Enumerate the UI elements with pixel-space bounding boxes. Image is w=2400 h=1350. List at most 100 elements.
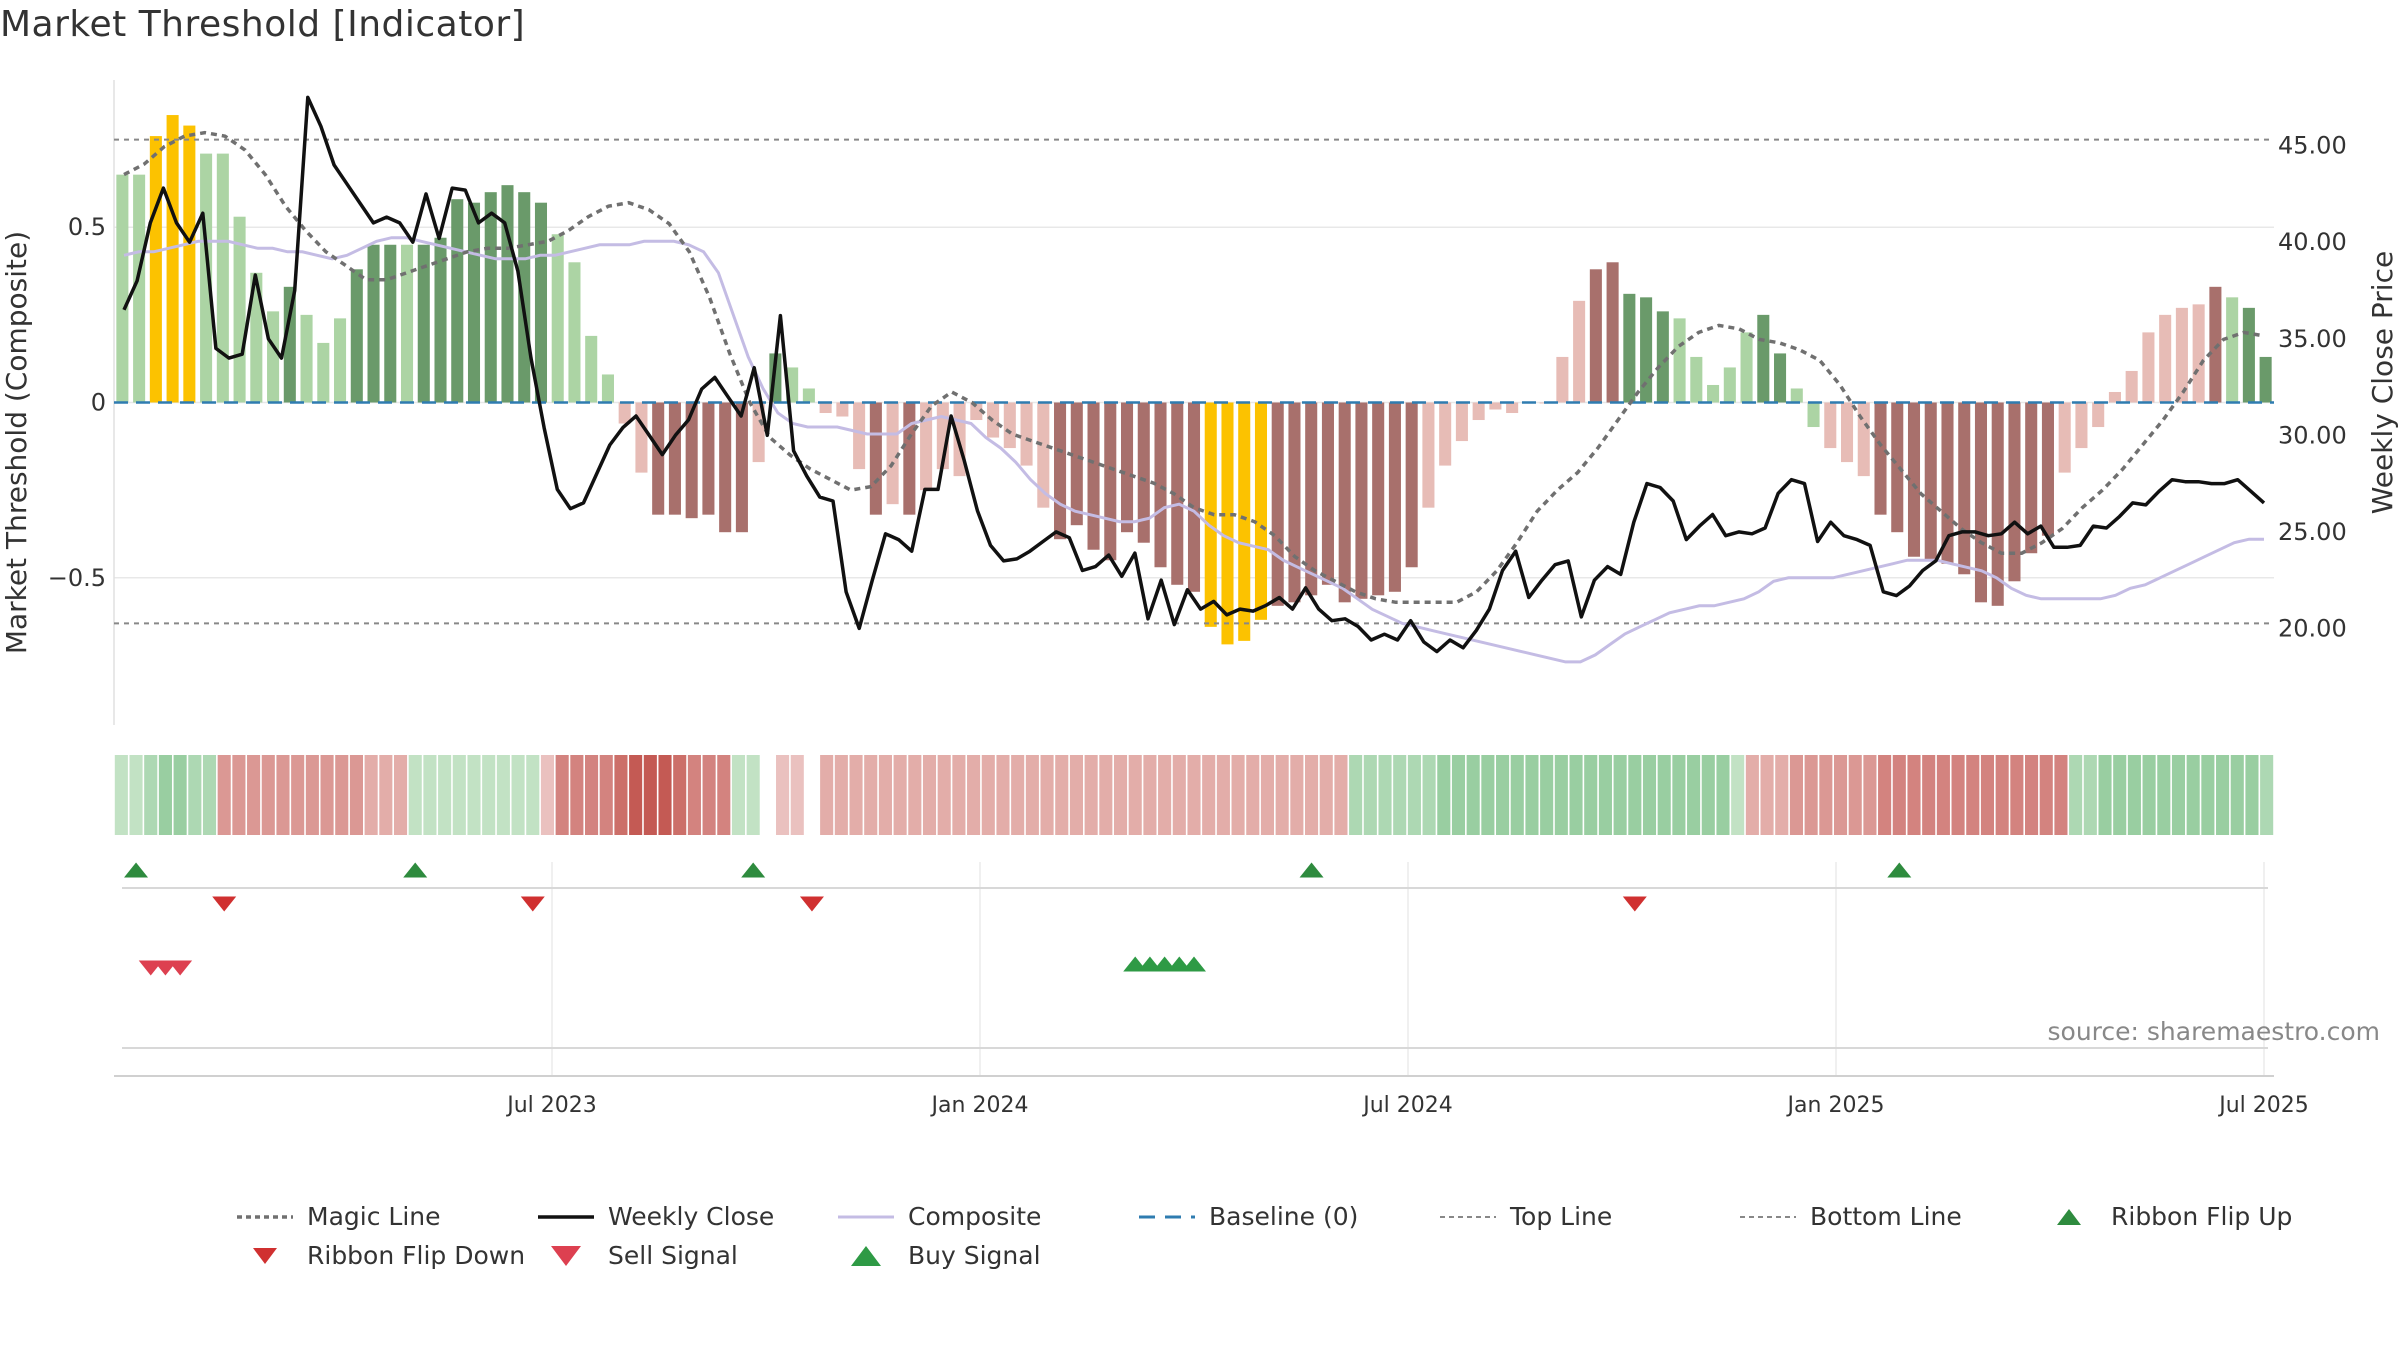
composite-bar (1305, 402, 1318, 596)
ribbon-cell (1025, 755, 1039, 835)
ribbon-cell (1216, 755, 1230, 835)
ribbon-cell (776, 755, 790, 835)
ribbon-cell (952, 755, 966, 835)
ribbon-cell (114, 755, 128, 835)
composite-bar (601, 374, 614, 403)
ribbon-cell (2142, 755, 2156, 835)
ribbon-cell (746, 755, 760, 835)
ribbon-flip-down-marker (799, 896, 824, 912)
legend-label: Ribbon Flip Down (307, 1241, 525, 1270)
ribbon-cell (540, 755, 555, 835)
composite-bar (384, 244, 397, 403)
composite-bar (551, 234, 564, 403)
ribbon-cell (658, 755, 672, 835)
composite-bar (819, 402, 832, 414)
composite-bar (903, 402, 916, 515)
composite-bar (518, 192, 531, 403)
ribbon-cell (291, 755, 305, 835)
ribbon-cell (1554, 755, 1568, 835)
composite-bar (1907, 402, 1921, 557)
ribbon-cell (1143, 755, 1157, 835)
ribbon-cell (129, 755, 143, 835)
ribbon-cell (1437, 755, 1451, 835)
x-tick-label: Jul 2025 (2217, 1093, 2309, 1118)
ribbon-cell (1878, 755, 1892, 835)
ribbon-cell (687, 755, 701, 835)
ribbon-cell (232, 755, 246, 835)
composite-bar (133, 174, 146, 403)
y2-tick-label: 25.00 (2278, 518, 2347, 546)
legend-swatch (253, 1248, 277, 1264)
legend-swatch (2057, 1209, 2081, 1225)
ribbon-cell (1672, 755, 1686, 835)
ribbon-cell (717, 755, 731, 835)
composite-bar (1221, 402, 1234, 645)
composite-bar (1238, 402, 1251, 641)
ribbon-cell (408, 755, 422, 835)
ribbon-cell (2098, 755, 2112, 835)
composite-bar (970, 402, 983, 421)
ribbon-cell (731, 755, 746, 835)
composite-bar (1891, 402, 1904, 533)
ribbon-cell (820, 755, 834, 835)
ribbon-cell (1657, 755, 1671, 835)
composite-bar (1941, 402, 1954, 564)
ribbon-cell (305, 755, 319, 835)
composite-bar (116, 174, 129, 403)
y2-tick-label: 40.00 (2278, 228, 2347, 256)
ribbon-cell (1069, 755, 1083, 835)
composite-bar (1623, 293, 1636, 403)
composite-bar (1087, 402, 1100, 550)
ribbon-cell (1172, 755, 1186, 835)
legend-label: Baseline (0) (1209, 1202, 1358, 1231)
composite-line (123, 236, 2264, 664)
ribbon-cell (937, 755, 951, 835)
ribbon-cell (320, 755, 334, 835)
y2-axis-title: Weekly Close Price (2366, 251, 2399, 514)
ribbon-cell (790, 755, 804, 835)
ribbon-cell (144, 755, 158, 835)
ribbon-cell (2245, 755, 2259, 835)
composite-bar (2108, 391, 2121, 403)
ribbon-cell (2171, 755, 2186, 835)
legend-label: Bottom Line (1810, 1202, 1962, 1231)
composite-bar (1991, 402, 2004, 606)
composite-bar (735, 402, 748, 533)
ribbon-cell (614, 755, 628, 835)
ribbon-cell (1525, 755, 1539, 835)
composite-bar (1589, 269, 1602, 403)
ribbon-cell (1055, 755, 1069, 835)
ribbon-cell (1833, 755, 1848, 835)
ribbon-cell (673, 755, 687, 835)
ribbon-cell (2186, 755, 2200, 835)
ribbon-cell (217, 755, 231, 835)
composite-bar (467, 202, 481, 403)
composite-bar (1187, 402, 1201, 592)
composite-bar (484, 192, 497, 403)
composite-bar (216, 153, 229, 403)
signal-layer (114, 862, 2274, 1077)
ribbon-cell (349, 755, 363, 835)
legend-label: Magic Line (307, 1202, 441, 1231)
chart-title: Market Threshold [Indicator] (0, 4, 526, 45)
composite-bar (1573, 300, 1586, 403)
ribbon-cell (423, 755, 437, 835)
composite-bar (300, 314, 313, 403)
ribbon-cell (570, 755, 584, 835)
composite-bar (752, 402, 765, 463)
ribbon-cell (1907, 755, 1921, 835)
weekly-close-line (122, 95, 2266, 654)
ribbon-cell (1466, 755, 1480, 835)
composite-bar (1037, 402, 1050, 508)
y-tick-label: 0 (91, 389, 106, 417)
composite-bar (635, 402, 648, 473)
ribbon-cell (893, 755, 907, 835)
ribbon-cell (247, 755, 261, 835)
ribbon-cell (1892, 755, 1906, 835)
composite-bar (1489, 402, 1502, 410)
composite-bar (1673, 318, 1686, 403)
composite-bar (250, 272, 263, 403)
composite-bar (1321, 402, 1334, 585)
ribbon-cell (2083, 755, 2097, 835)
ribbon-cell (393, 755, 408, 835)
